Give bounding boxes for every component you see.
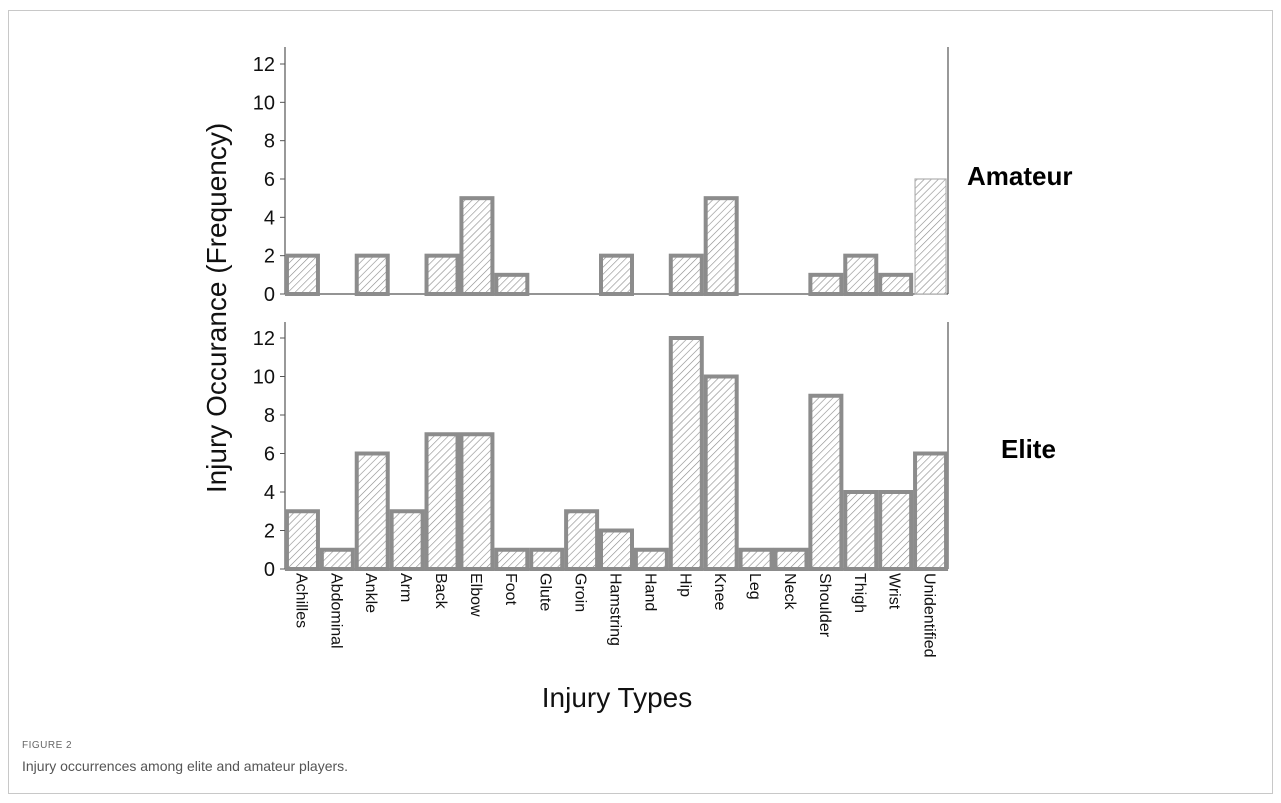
- x-category-label-elbow: Elbow: [467, 573, 484, 617]
- x-category-label-ankle: Ankle: [362, 573, 379, 613]
- figure-number: FIGURE 2: [22, 740, 73, 751]
- elite-y-tick-label: 12: [253, 328, 275, 350]
- elite-y-tick-label: 4: [264, 482, 275, 504]
- elite-bar-shoulder: [808, 393, 844, 571]
- x-category-label-back: Back: [432, 573, 449, 610]
- amateur-y-tick-label: 0: [264, 284, 275, 306]
- elite-bar-glute: [529, 547, 565, 571]
- x-category-label-groin: Groin: [572, 573, 589, 612]
- x-category-label-hip: Hip: [676, 573, 693, 597]
- x-category-label-hamstring: Hamstring: [607, 573, 624, 646]
- elite-bar-hand: [633, 547, 669, 571]
- amateur-bar-unidentified: [914, 178, 947, 295]
- amateur-bar-back: [424, 253, 460, 297]
- elite-bar-achilles: [284, 509, 320, 571]
- elite-y-tick-label: 10: [253, 367, 275, 389]
- elite-panel: 0 2 4 6 8 10 12: [253, 322, 949, 581]
- x-category-label-leg: Leg: [746, 573, 763, 600]
- figure-frame: [8, 10, 1273, 794]
- x-category-label-thigh: Thigh: [851, 573, 868, 613]
- amateur-y-tick-label: 4: [264, 207, 275, 229]
- x-category-label-glute: Glute: [537, 573, 554, 611]
- elite-bar-back: [424, 432, 460, 571]
- amateur-bar-elbow: [459, 196, 495, 297]
- x-category-label-unidentified: Unidentified: [921, 573, 938, 658]
- x-category-label-hand: Hand: [641, 573, 658, 611]
- elite-bar-wrist: [878, 490, 914, 571]
- elite-bar-arm: [389, 509, 425, 571]
- elite-bar-unidentified: [913, 451, 949, 571]
- x-category-label-foot: Foot: [502, 573, 519, 606]
- amateur-y-tick-label: 2: [264, 246, 275, 268]
- x-category-label-achilles: Achilles: [292, 573, 309, 628]
- amateur-panel: 0 2 4 6 8 10 12: [253, 47, 949, 306]
- elite-bar-neck: [773, 547, 809, 571]
- amateur-bar-wrist: [878, 272, 914, 297]
- amateur-bar-thigh: [843, 253, 879, 297]
- elite-bar-foot: [494, 547, 530, 571]
- elite-y-tick-label: 0: [264, 559, 275, 581]
- series-label-amateur: Amateur: [967, 161, 1072, 191]
- elite-bar-elbow: [459, 432, 495, 571]
- amateur-y-tick-label: 8: [264, 131, 275, 153]
- amateur-y-tick-label: 6: [264, 169, 275, 191]
- elite-bar-hamstring: [599, 528, 634, 571]
- amateur-bar-hamstring: [599, 253, 634, 297]
- amateur-bar-shoulder: [808, 272, 844, 297]
- elite-y-tick-label: 6: [264, 444, 275, 466]
- amateur-bar-achilles: [284, 253, 320, 297]
- amateur-bar-hip: [668, 253, 704, 297]
- series-label-elite: Elite: [1001, 434, 1056, 464]
- amateur-bar-ankle: [354, 253, 390, 297]
- x-category-label-neck: Neck: [781, 573, 798, 610]
- amateur-bar-foot: [494, 272, 530, 297]
- x-category-label-shoulder: Shoulder: [816, 573, 833, 638]
- elite-y-tick-label: 8: [264, 405, 275, 427]
- elite-bar-leg: [738, 547, 774, 571]
- amateur-y-tick-label: 12: [253, 54, 275, 76]
- x-category-label-arm: Arm: [397, 573, 414, 602]
- x-axis-title: Injury Types: [542, 682, 692, 713]
- elite-bar-hip: [668, 336, 704, 571]
- elite-y-tick-label: 2: [264, 521, 275, 543]
- elite-bar-thigh: [843, 490, 879, 571]
- amateur-y-tick-label: 10: [253, 92, 275, 114]
- y-axis-title: Injury Occurance (Frequency): [201, 123, 232, 493]
- x-category-label-knee: Knee: [711, 573, 728, 610]
- elite-bar-ankle: [354, 451, 390, 571]
- amateur-bar-knee: [703, 196, 739, 297]
- x-category-labels: Achilles Abdominal Ankle Arm Back Elbow Foot Gl…: [292, 573, 937, 658]
- x-category-label-abdominal: Abdominal: [327, 573, 344, 649]
- elite-bar-abdominal: [319, 547, 355, 571]
- x-category-label-wrist: Wrist: [886, 573, 903, 610]
- elite-bar-groin: [564, 509, 600, 571]
- elite-bar-knee: [703, 374, 739, 571]
- figure-caption: Injury occurrences among elite and amate…: [22, 758, 349, 774]
